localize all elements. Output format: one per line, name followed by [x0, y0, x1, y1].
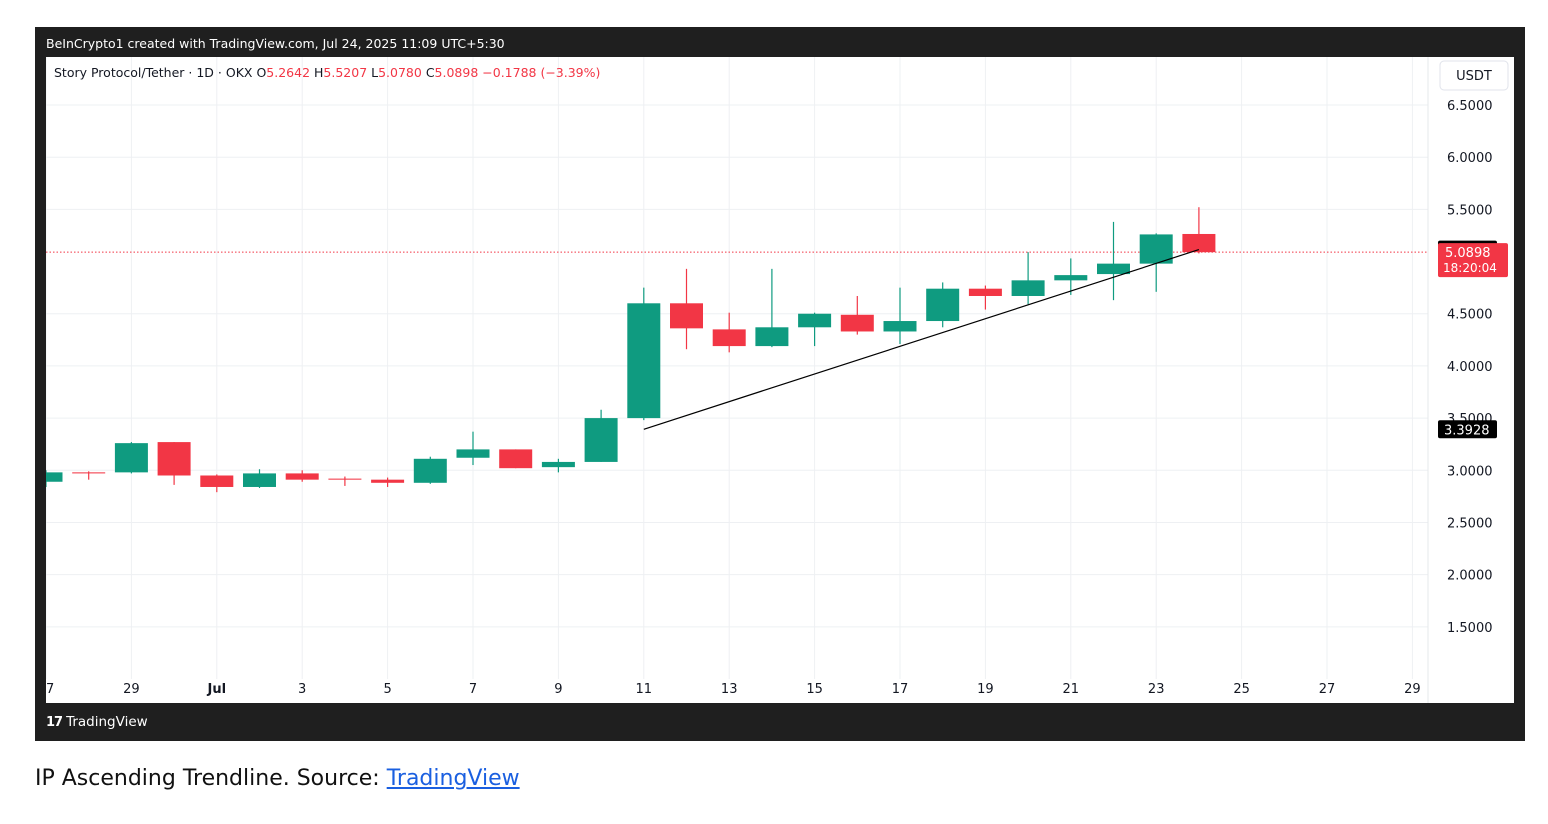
x-tick-label-13: 23: [1148, 682, 1165, 697]
y-tick-label-3: 4.5000: [1447, 308, 1493, 323]
candle-body-2025-07-07: [456, 449, 490, 458]
x-tick-label-7: 11: [636, 682, 653, 697]
tradingview-logo-icon: 17: [46, 714, 63, 730]
y-tick-label-1: 6.0000: [1447, 151, 1493, 166]
chart-credit: BeInCrypto1 created with TradingView.com…: [46, 36, 505, 51]
candle-body-2025-07-13: [712, 329, 746, 347]
candle-body-2025-06-30: [157, 442, 191, 476]
legend-close-label: C: [426, 65, 435, 80]
candle-body-2025-07-02: [243, 473, 276, 487]
x-tick-label-5: 7: [469, 682, 477, 697]
candle-body-2025-07-11: [627, 303, 661, 419]
chart-area[interactable]: 6.5000 6.0000 5.5000 4.5000 4.0000 3.5000 3.00…: [46, 57, 1514, 703]
y-tick-label-0: 6.5000: [1447, 99, 1493, 114]
price-label-1: 3.3928: [1444, 423, 1490, 438]
x-tick-label-6: 9: [554, 682, 562, 697]
candle-body-2025-07-20: [1011, 280, 1045, 296]
y-tick-label-7: 2.5000: [1447, 516, 1493, 531]
legend-close-value: 5.0898: [435, 65, 483, 80]
candle-body-2025-07-19: [968, 288, 1002, 296]
y-tick-label-8: 2.0000: [1447, 569, 1493, 584]
candle-body-2025-07-21: [1054, 275, 1088, 281]
x-tick-label-15: 27: [1319, 682, 1336, 697]
candle-body-2025-07-06: [413, 458, 447, 483]
y-tick-label-6: 3.0000: [1447, 464, 1493, 479]
currency-selector[interactable]: USDT: [1456, 69, 1492, 84]
x-tick-label-11: 19: [977, 682, 994, 697]
figure-caption: IP Ascending Trendline. Source: TradingV…: [35, 766, 520, 791]
price-countdown-label: 18:20:04: [1443, 261, 1497, 275]
legend-open-value: 5.2642: [266, 65, 314, 80]
legend-low-label: L: [371, 65, 378, 80]
tradingview-brand-label: TradingView: [66, 714, 148, 730]
symbol-title: Story Protocol/Tether · 1D · OKX: [54, 65, 256, 80]
candle-body-2025-07-18: [926, 288, 960, 322]
candle-body-2025-07-08: [499, 449, 533, 469]
candle-body-2025-07-01: [200, 475, 234, 487]
price-label-box-2: [1438, 243, 1508, 278]
candle-body-2025-07-15: [798, 313, 832, 328]
x-tick-label-8: 13: [721, 682, 738, 697]
candle-body-2025-07-22: [1097, 263, 1130, 275]
x-tick-label-0: 27: [46, 682, 54, 697]
tradingview-brand: 17 TradingView: [46, 714, 148, 730]
legend-open-label: O: [256, 65, 266, 80]
candle-body-2025-06-27: [46, 472, 63, 482]
candle-body-2025-07-09: [541, 461, 575, 468]
y-tick-label-2: 5.5000: [1447, 203, 1493, 218]
y-tick-label-9: 1.5000: [1447, 621, 1493, 636]
candle-body-2025-07-05: [371, 479, 405, 483]
ascending-trendline: [643, 248, 1200, 430]
candle-body-2025-07-04: [328, 478, 362, 480]
price-label-2: 5.0898: [1445, 246, 1491, 261]
candle-body-2025-07-12: [670, 303, 703, 329]
x-tick-label-1: 29: [123, 682, 140, 697]
candle-body-2025-07-03: [285, 473, 319, 480]
currency-selector-box: [1439, 60, 1509, 91]
y-tick-label-4: 4.0000: [1447, 360, 1493, 375]
candle-body-2025-07-10: [584, 418, 618, 462]
x-tick-label-12: 21: [1063, 682, 1080, 697]
legend-change-value: −0.1788 (−3.39%): [482, 65, 600, 80]
caption-text: IP Ascending Trendline. Source:: [35, 766, 387, 791]
x-tick-label-4: 5: [383, 682, 391, 697]
price-label-box-1: [1438, 420, 1497, 439]
candle-body-2025-06-29: [114, 443, 148, 473]
x-tick-label-3: 3: [298, 682, 306, 697]
candle-body-2025-06-28: [72, 472, 106, 474]
x-tick-label-10: 17: [892, 682, 909, 697]
candlestick-chart[interactable]: 6.50006.00005.50004.50004.00003.50003.00…: [46, 57, 1514, 703]
candle-body-2025-07-14: [755, 327, 789, 347]
candle-body-2025-07-23: [1139, 234, 1173, 264]
candle-body-2025-07-16: [840, 314, 874, 332]
x-tick-label-14: 25: [1233, 682, 1250, 697]
x-tick-label-16: 29: [1404, 682, 1421, 697]
legend-high-label: H: [314, 65, 323, 80]
legend-high-value: 5.5207: [323, 65, 371, 80]
x-tick-label-2: Jul: [207, 682, 227, 697]
candle-body-2025-07-17: [883, 321, 917, 332]
ohlc-legend: Story Protocol/Tether · 1D · OKX O5.2642…: [54, 65, 600, 80]
candle-body-2025-07-24: [1182, 233, 1216, 253]
x-tick-label-9: 15: [806, 682, 823, 697]
legend-low-value: 5.0780: [378, 65, 426, 80]
caption-source-link[interactable]: TradingView: [386, 766, 520, 791]
